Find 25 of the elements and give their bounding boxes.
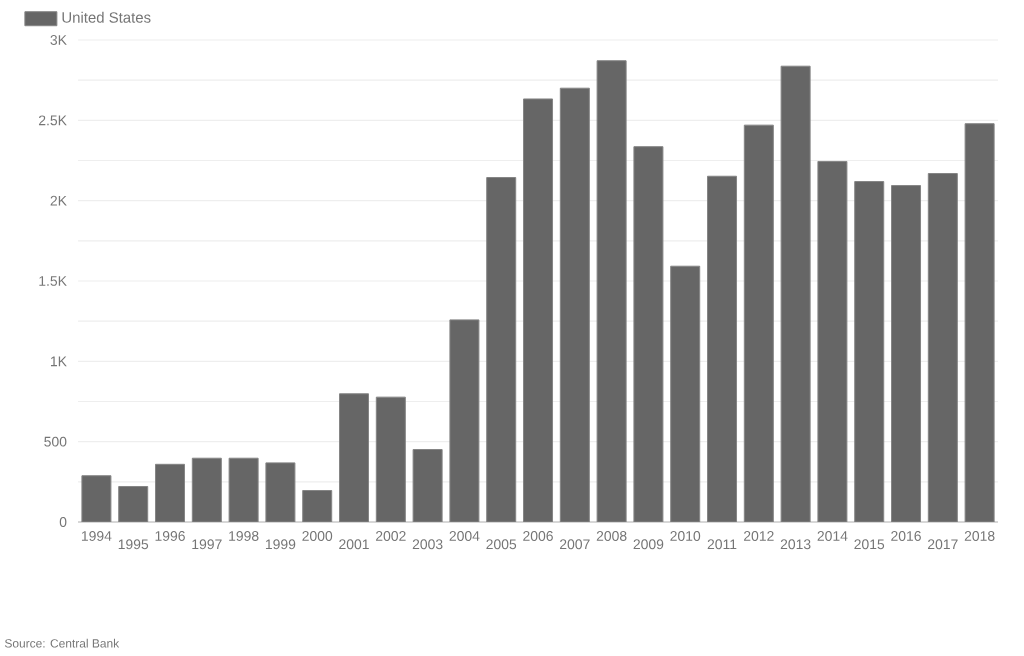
bar: [412, 449, 443, 522]
bar: [707, 175, 738, 522]
bar: [191, 457, 222, 522]
bar: [302, 490, 333, 522]
bar: [523, 98, 554, 522]
bar: [854, 181, 885, 522]
bar: [81, 475, 112, 522]
bar: [743, 124, 774, 522]
bar: [265, 462, 296, 522]
bar: [891, 185, 922, 522]
bar: [118, 485, 149, 522]
bar: [596, 60, 627, 522]
bar: [228, 457, 259, 522]
bar: [559, 87, 590, 522]
bar: [633, 146, 664, 522]
bar: [375, 396, 406, 522]
bar: [817, 160, 848, 522]
bar: [927, 173, 958, 522]
bar: [486, 177, 517, 522]
bar: [155, 463, 186, 522]
bar: [449, 319, 480, 522]
bar: [780, 65, 811, 522]
bar: [670, 265, 701, 522]
bar: [339, 393, 370, 522]
bar: [964, 123, 995, 522]
